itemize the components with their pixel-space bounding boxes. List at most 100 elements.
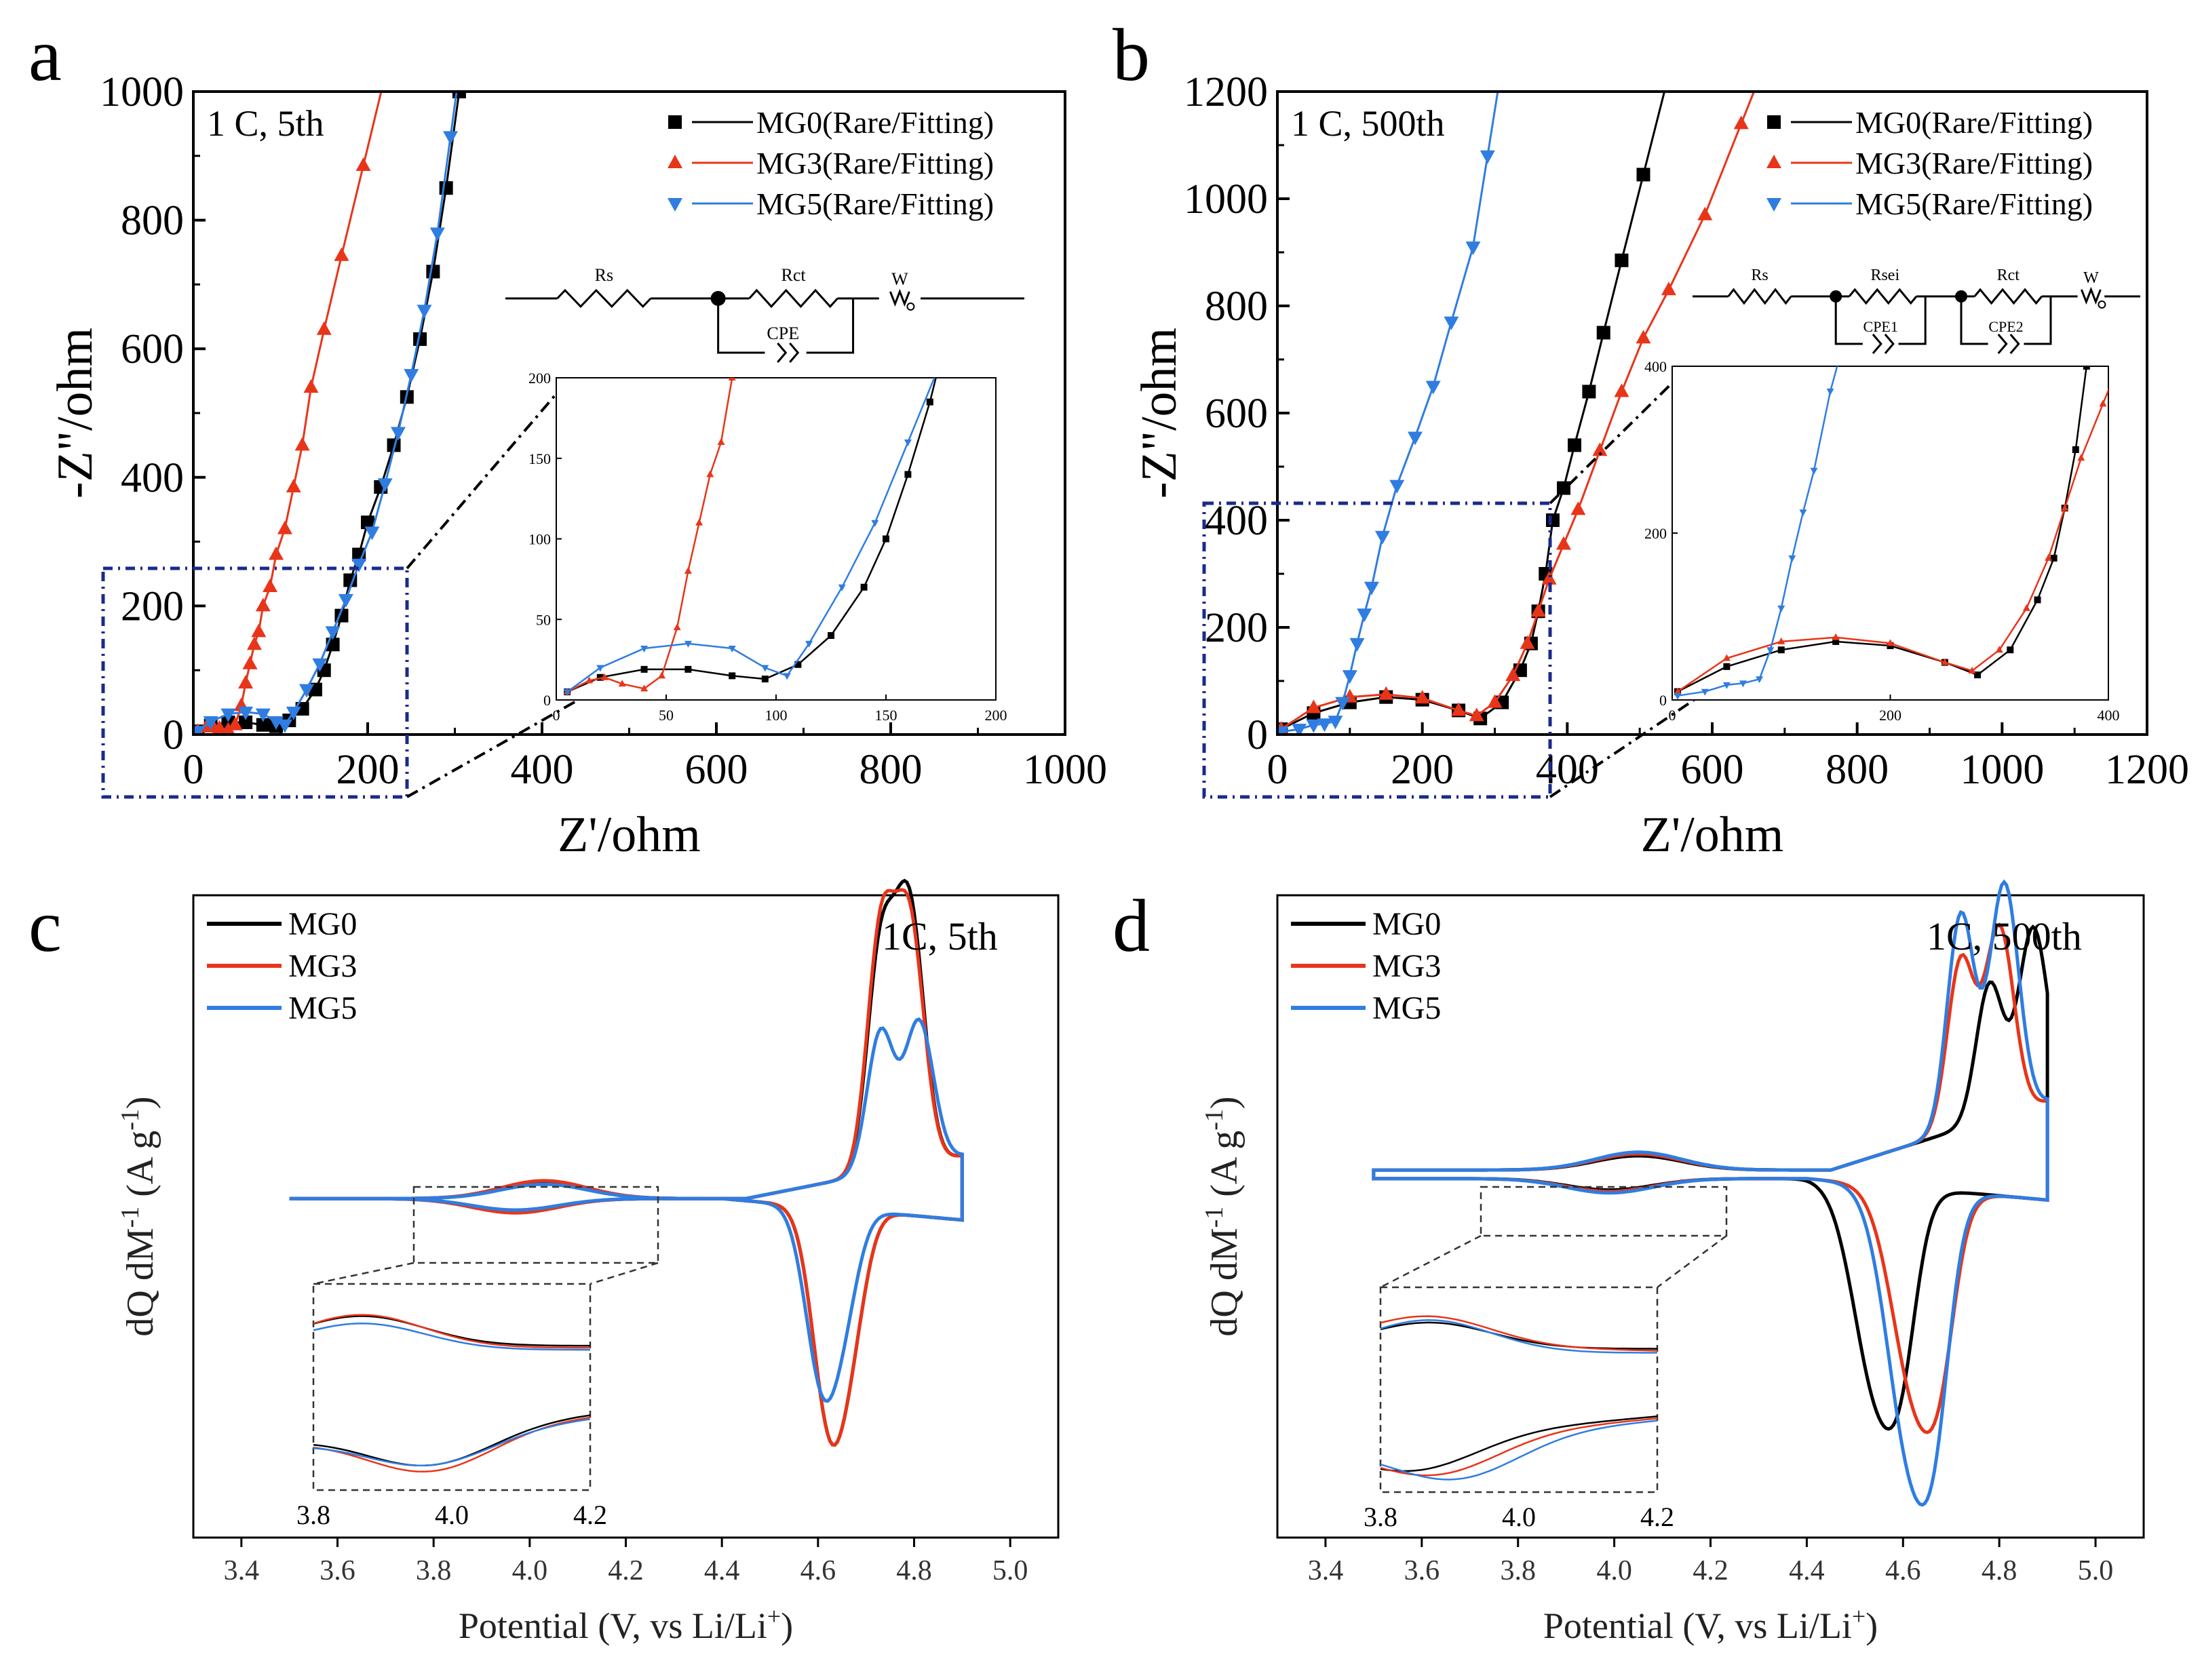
panel-c-inset-discharge-curve-MG5 [313, 1418, 591, 1467]
panel-b-warburg-w [2081, 286, 2102, 305]
panel-b-resistor-rsei [1848, 288, 1918, 305]
panel-d-inset-discharge-curve-MG5 [1380, 1420, 1658, 1481]
panel-a-ytick-800: 800 [121, 198, 184, 244]
panel-a-inset-point-MG5-9 [871, 520, 879, 527]
panel-b-inset-point-MG0-6 [1974, 671, 1982, 679]
panel-c-xtick-4.2: 4.2 [608, 1555, 644, 1586]
panel-b-circuit-label-rct: Rct [1997, 267, 2020, 284]
panel-a-inset-point-MG5-3 [684, 640, 692, 648]
panel-a-inset-point-MG3-1 [585, 676, 594, 684]
panel-a-point-MG3-18 [316, 321, 332, 335]
panel-c-xtick-4.4: 4.4 [704, 1555, 740, 1586]
panel-a-inset-xtick-0: 0 [553, 707, 560, 724]
panel-d-xtick-4.4: 4.4 [1789, 1555, 1825, 1586]
panel-d-xtick-3.4: 3.4 [1308, 1555, 1344, 1586]
panel-a-inset-point-MG3-11 [728, 378, 736, 380]
panel-a-legend-marker-2 [668, 198, 682, 212]
panel-c-zoom-region [412, 1186, 659, 1264]
panel-a-inset-point-MG3-10 [717, 438, 725, 445]
panel-d-inset-charge-curve-MG0 [1380, 1321, 1658, 1350]
panel-a-xtick-1000: 1000 [1023, 747, 1107, 793]
panel-c-dqdv-plot: 3.4 3.6 3.8 4.0 4.2 4.4 4.6 4.8 5.0 Potential (V,… [116, 878, 1060, 1646]
panel-b-inset-point-MG5-10 [1826, 388, 1834, 395]
panel-b-zoom-region [1202, 501, 1552, 799]
panel-a-point-MG3-10 [251, 623, 267, 638]
panel-b-inset-point-MG5-0 [1674, 692, 1682, 700]
panel-b-point-MG5-15 [1465, 241, 1481, 256]
panel-b-point-MG5-10 [1374, 530, 1390, 545]
panel-b-circuit-label-rsei: Rsei [1870, 267, 1899, 284]
panel-a-nyquist-plot: 0 200 400 600 800 100002004006008001000Z'/ohm… [47, 69, 1107, 863]
panel-a-inset-xtick-100: 100 [765, 707, 788, 724]
panel-a-inset-point-MG0-2 [640, 665, 648, 673]
panel-b-point-MG3-18 [1697, 206, 1713, 220]
panel-b-point-MG3-11 [1541, 570, 1557, 585]
panel-c-legend-label-0: MG0 [288, 906, 357, 942]
panel-b-point-MG3-15 [1614, 383, 1629, 397]
panel-b-inset-xtick-0: 0 [1669, 707, 1676, 724]
panel-a-point-MG3-5 [227, 716, 243, 730]
panel-b-equivalent-circuit: Rs Rsei Rct W CPE1 CPE2 [1693, 267, 2140, 354]
panel-b-legend-marker-0 [1767, 115, 1781, 129]
panel-a-point-MG3-19 [334, 247, 349, 261]
panel-a-inset-ytick-150: 150 [528, 450, 551, 467]
panel-a-point-MG3-16 [294, 437, 310, 451]
panel-b-point-MG5-0 [1277, 726, 1289, 735]
panel-b-ytick-1000: 1000 [1184, 176, 1268, 222]
panel-b-point-MG5-11 [1389, 480, 1405, 494]
panel-b-point-MG3-5 [1451, 702, 1467, 716]
panel-b-circuit-label-cpe1: CPE1 [1863, 318, 1898, 335]
panel-a-point-MG3-17 [303, 379, 319, 393]
panel-a-point-MG3-8 [242, 655, 258, 669]
panel-b-point-MG3-4 [1414, 690, 1430, 704]
panel-d-xtick-4.8: 4.8 [1982, 1555, 2017, 1586]
panel-a-point-MG5-2 [220, 708, 236, 722]
panel-c-xtick-4.0: 4.0 [512, 1555, 548, 1586]
panel-b-inset-point-MG3-2 [1777, 637, 1785, 644]
panel-b-point-MG3-7 [1487, 694, 1503, 708]
panel-a-inset-point-MG3-4 [640, 684, 649, 692]
panel-d-xtick-3.6: 3.6 [1404, 1555, 1440, 1586]
panel-b-inset-point-MG3-3 [1832, 633, 1840, 640]
panel-d-inset-charge-curve-MG5 [1380, 1319, 1657, 1354]
panel-a-inset-point-MG3-2 [600, 673, 609, 680]
panel-a-inset-point-MG5-6 [783, 673, 791, 680]
panel-b-point-MG5-8 [1357, 608, 1372, 623]
panel-a-ytick-200: 200 [121, 583, 184, 629]
panel-b-xtick-400: 400 [1536, 747, 1599, 793]
panel-d-curve-MG5 [1372, 879, 2049, 1507]
panel-a-inset-point-MG5-5 [761, 665, 769, 672]
panel-a-xlabel: Z'/ohm [558, 807, 701, 863]
panel-b-inset-point-MG3-6 [1968, 666, 1976, 673]
panel-b-cpe2 [1997, 334, 2020, 354]
panel-a-inset-point-MG0-9 [883, 535, 889, 543]
panel-b-xtick-1000: 1000 [1960, 747, 2044, 793]
panel-a-inset-xtick-200: 200 [985, 707, 1007, 724]
panel-b-inset-point-MG3-8 [2022, 604, 2030, 611]
panel-b-inset-point-MG5-3 [1739, 680, 1747, 688]
panel-label-d: d [1113, 884, 1150, 967]
panel-b-circuit-label-rs: Rs [1751, 267, 1768, 284]
panel-b-point-MG0-16 [1596, 326, 1610, 340]
panel-b-point-MG5-5 [1335, 697, 1351, 711]
panel-b-legend-marker-1 [1766, 155, 1781, 168]
panel-b-inset-ytick-0: 0 [1659, 692, 1667, 709]
panel-a-inset-plot-area [563, 378, 937, 697]
panel-b-zoom-connector-top [1549, 382, 1674, 505]
panel-b-point-MG0-18 [1636, 168, 1650, 182]
panel-d-legend-label-2: MG5 [1372, 990, 1441, 1026]
panel-b-point-MG3-1 [1306, 699, 1321, 714]
panel-b-ytick-800: 800 [1205, 284, 1268, 330]
panel-a-point-MG5-8 [299, 684, 315, 698]
panel-a-point-MG5-3 [238, 706, 254, 720]
panel-a-inset-point-MG3-9 [706, 470, 714, 477]
panel-a-ytick-600: 600 [121, 326, 184, 372]
panel-b-inset-point-MG0-8 [2034, 596, 2041, 604]
panel-b-point-MG3-8 [1505, 667, 1521, 682]
panel-a-inset-ytick-200: 200 [528, 370, 551, 387]
panel-a-xtick-800: 800 [859, 747, 923, 793]
panel-c-inset-xtick-3.8: 3.8 [296, 1500, 330, 1530]
panel-a-legend-label-1: MG3(Rare/Fitting) [756, 146, 994, 180]
panel-b-inset-point-MG3-4 [1887, 639, 1894, 646]
panel-a-ytick-400: 400 [121, 455, 184, 501]
